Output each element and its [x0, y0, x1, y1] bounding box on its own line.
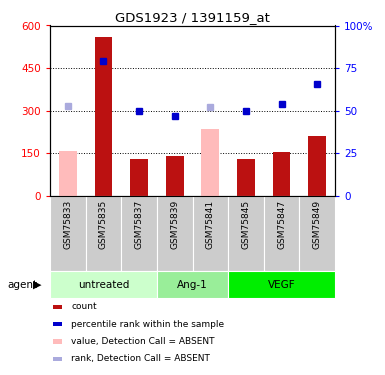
- Text: Ang-1: Ang-1: [177, 280, 208, 290]
- Bar: [273, 152, 290, 196]
- Bar: [59, 151, 77, 196]
- Text: GSM75849: GSM75849: [313, 200, 321, 249]
- Bar: [53, 322, 62, 326]
- Text: GSM75841: GSM75841: [206, 200, 215, 249]
- Bar: [53, 304, 62, 309]
- Bar: [53, 357, 62, 361]
- Bar: [264, 196, 300, 271]
- Text: VEGF: VEGF: [268, 280, 295, 290]
- Bar: [201, 129, 219, 196]
- Bar: [300, 196, 335, 271]
- Text: GSM75837: GSM75837: [135, 200, 144, 249]
- Text: untreated: untreated: [78, 280, 129, 290]
- Text: count: count: [72, 302, 97, 311]
- Bar: [53, 339, 62, 344]
- Bar: [157, 196, 192, 271]
- Bar: [50, 196, 85, 271]
- Text: GSM75835: GSM75835: [99, 200, 108, 249]
- Title: GDS1923 / 1391159_at: GDS1923 / 1391159_at: [115, 11, 270, 24]
- Text: agent: agent: [8, 280, 38, 290]
- Text: GSM75847: GSM75847: [277, 200, 286, 249]
- Text: rank, Detection Call = ABSENT: rank, Detection Call = ABSENT: [72, 354, 210, 363]
- Bar: [192, 196, 228, 271]
- Text: GSM75839: GSM75839: [170, 200, 179, 249]
- Bar: [157, 271, 228, 298]
- Bar: [50, 271, 157, 298]
- Text: ▶: ▶: [33, 280, 41, 290]
- Text: percentile rank within the sample: percentile rank within the sample: [72, 320, 224, 328]
- Bar: [228, 196, 264, 271]
- Bar: [166, 156, 184, 196]
- Bar: [121, 196, 157, 271]
- Text: GSM75845: GSM75845: [241, 200, 250, 249]
- Bar: [237, 159, 255, 196]
- Bar: [130, 159, 148, 196]
- Text: GSM75833: GSM75833: [64, 200, 72, 249]
- Bar: [308, 136, 326, 196]
- Bar: [228, 271, 335, 298]
- Bar: [85, 196, 121, 271]
- Bar: [95, 37, 112, 196]
- Text: value, Detection Call = ABSENT: value, Detection Call = ABSENT: [72, 337, 215, 346]
